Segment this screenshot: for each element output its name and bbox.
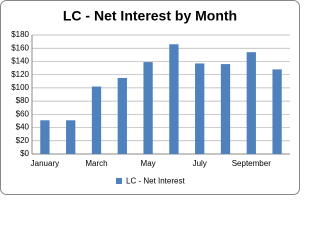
y-tick-label: $80 [16,96,30,105]
y-tick-label: $0 [20,149,29,158]
bar [143,62,153,154]
y-tick-label: $20 [16,136,30,145]
y-tick-label: $60 [16,109,30,118]
bar [169,44,179,154]
bar [40,120,50,154]
y-tick-label: $180 [11,30,29,39]
x-tick-label: September [232,159,271,168]
x-tick-label: March [85,159,107,168]
y-tick-label: $140 [11,57,29,66]
chart: LC - Net Interest by Month $0 $20 $40 $60 $8… [0,0,300,195]
bar [272,69,282,154]
bar [66,120,76,154]
bar [117,77,127,154]
legend-label: LC - Net Interest [126,177,185,186]
y-tick-label: $100 [11,83,29,92]
bar [220,64,231,154]
x-tick-label: July [193,159,207,168]
chart-title: LC - Net Interest by Month [63,8,237,24]
x-tick-label: May [141,159,156,168]
y-tick-label: $40 [16,123,30,132]
y-tick-label: $120 [11,70,29,79]
legend-swatch [116,178,122,184]
y-tick-label: $160 [11,43,29,52]
bar [91,86,102,154]
bar [246,52,256,154]
bar [195,63,205,154]
x-tick-label: January [31,159,59,168]
